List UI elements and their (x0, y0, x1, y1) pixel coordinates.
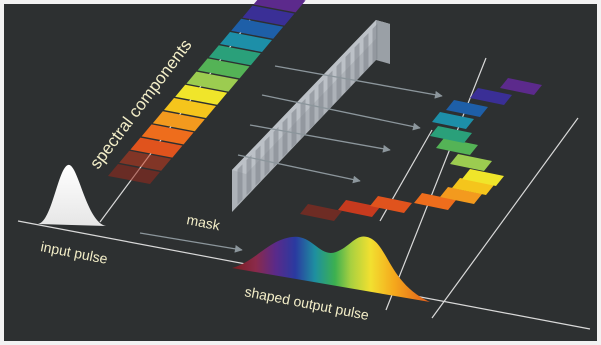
mask-cell (264, 136, 270, 177)
output-component-bar (300, 204, 342, 221)
mask-side-face (376, 20, 390, 64)
mask-cell (372, 23, 378, 64)
output-component-bar (338, 200, 380, 217)
beam-arrow (237, 154, 361, 184)
spectral-component-bar (208, 45, 261, 66)
spectral-component-bar (175, 84, 228, 105)
mask-cell (246, 154, 252, 195)
output-component-bar (440, 187, 482, 204)
output-component-bar (470, 88, 512, 105)
beam-arrow (274, 65, 443, 99)
mask-cell (309, 89, 315, 130)
spectral-component-bar (253, 0, 306, 13)
spectral-component-bar (130, 137, 183, 158)
mask-cell (336, 61, 342, 102)
output-component-bar (500, 78, 542, 95)
output-bars (300, 78, 542, 221)
spectral-component-bar (152, 111, 205, 132)
output-plane-line-left (385, 57, 487, 311)
spectral-bars (108, 0, 306, 184)
spectral-component-bar (242, 5, 295, 26)
mask-cell (300, 98, 306, 139)
output-component-bar (450, 154, 492, 171)
spectral-component-bar (119, 150, 172, 171)
output-component-bar (370, 196, 412, 213)
output-component-bar (430, 126, 472, 143)
spectral-component-bar (108, 164, 160, 184)
output-component-bar (436, 138, 478, 155)
mask-cell (282, 117, 288, 158)
mask-cell (318, 79, 324, 120)
mask-cell (345, 51, 351, 92)
output-component-bar (446, 100, 488, 117)
spectral-component-bar (197, 58, 250, 79)
mask-cell (363, 33, 369, 74)
output-plane-line-right (431, 117, 579, 319)
mask-cell (273, 126, 279, 167)
beam-arrow (139, 232, 243, 253)
output-component-bar (432, 112, 474, 129)
diagram-panel (4, 4, 597, 341)
mask-cell (255, 145, 261, 186)
output-component-bar (462, 169, 504, 186)
spectral-component-bar (141, 124, 194, 145)
input-pulse-shape (38, 164, 106, 226)
spectral-component-bar (164, 98, 216, 118)
spectral-component-bar (186, 71, 239, 92)
mask-cell (237, 164, 243, 205)
output-component-bar (414, 193, 456, 210)
mask (232, 20, 390, 212)
mask-cell (291, 108, 297, 149)
shaped-output-pulse (232, 236, 430, 302)
mask-cells (237, 23, 378, 205)
beam-arrow (261, 94, 421, 131)
mask-cell (327, 70, 333, 111)
mask-label: mask (185, 211, 222, 233)
mask-cell (354, 42, 360, 83)
spectral-component-bar (220, 32, 272, 52)
beam-arrows (139, 65, 443, 253)
beam-arrow (249, 124, 391, 153)
output-component-bar (452, 178, 494, 195)
spectral-component-bar (231, 18, 284, 39)
